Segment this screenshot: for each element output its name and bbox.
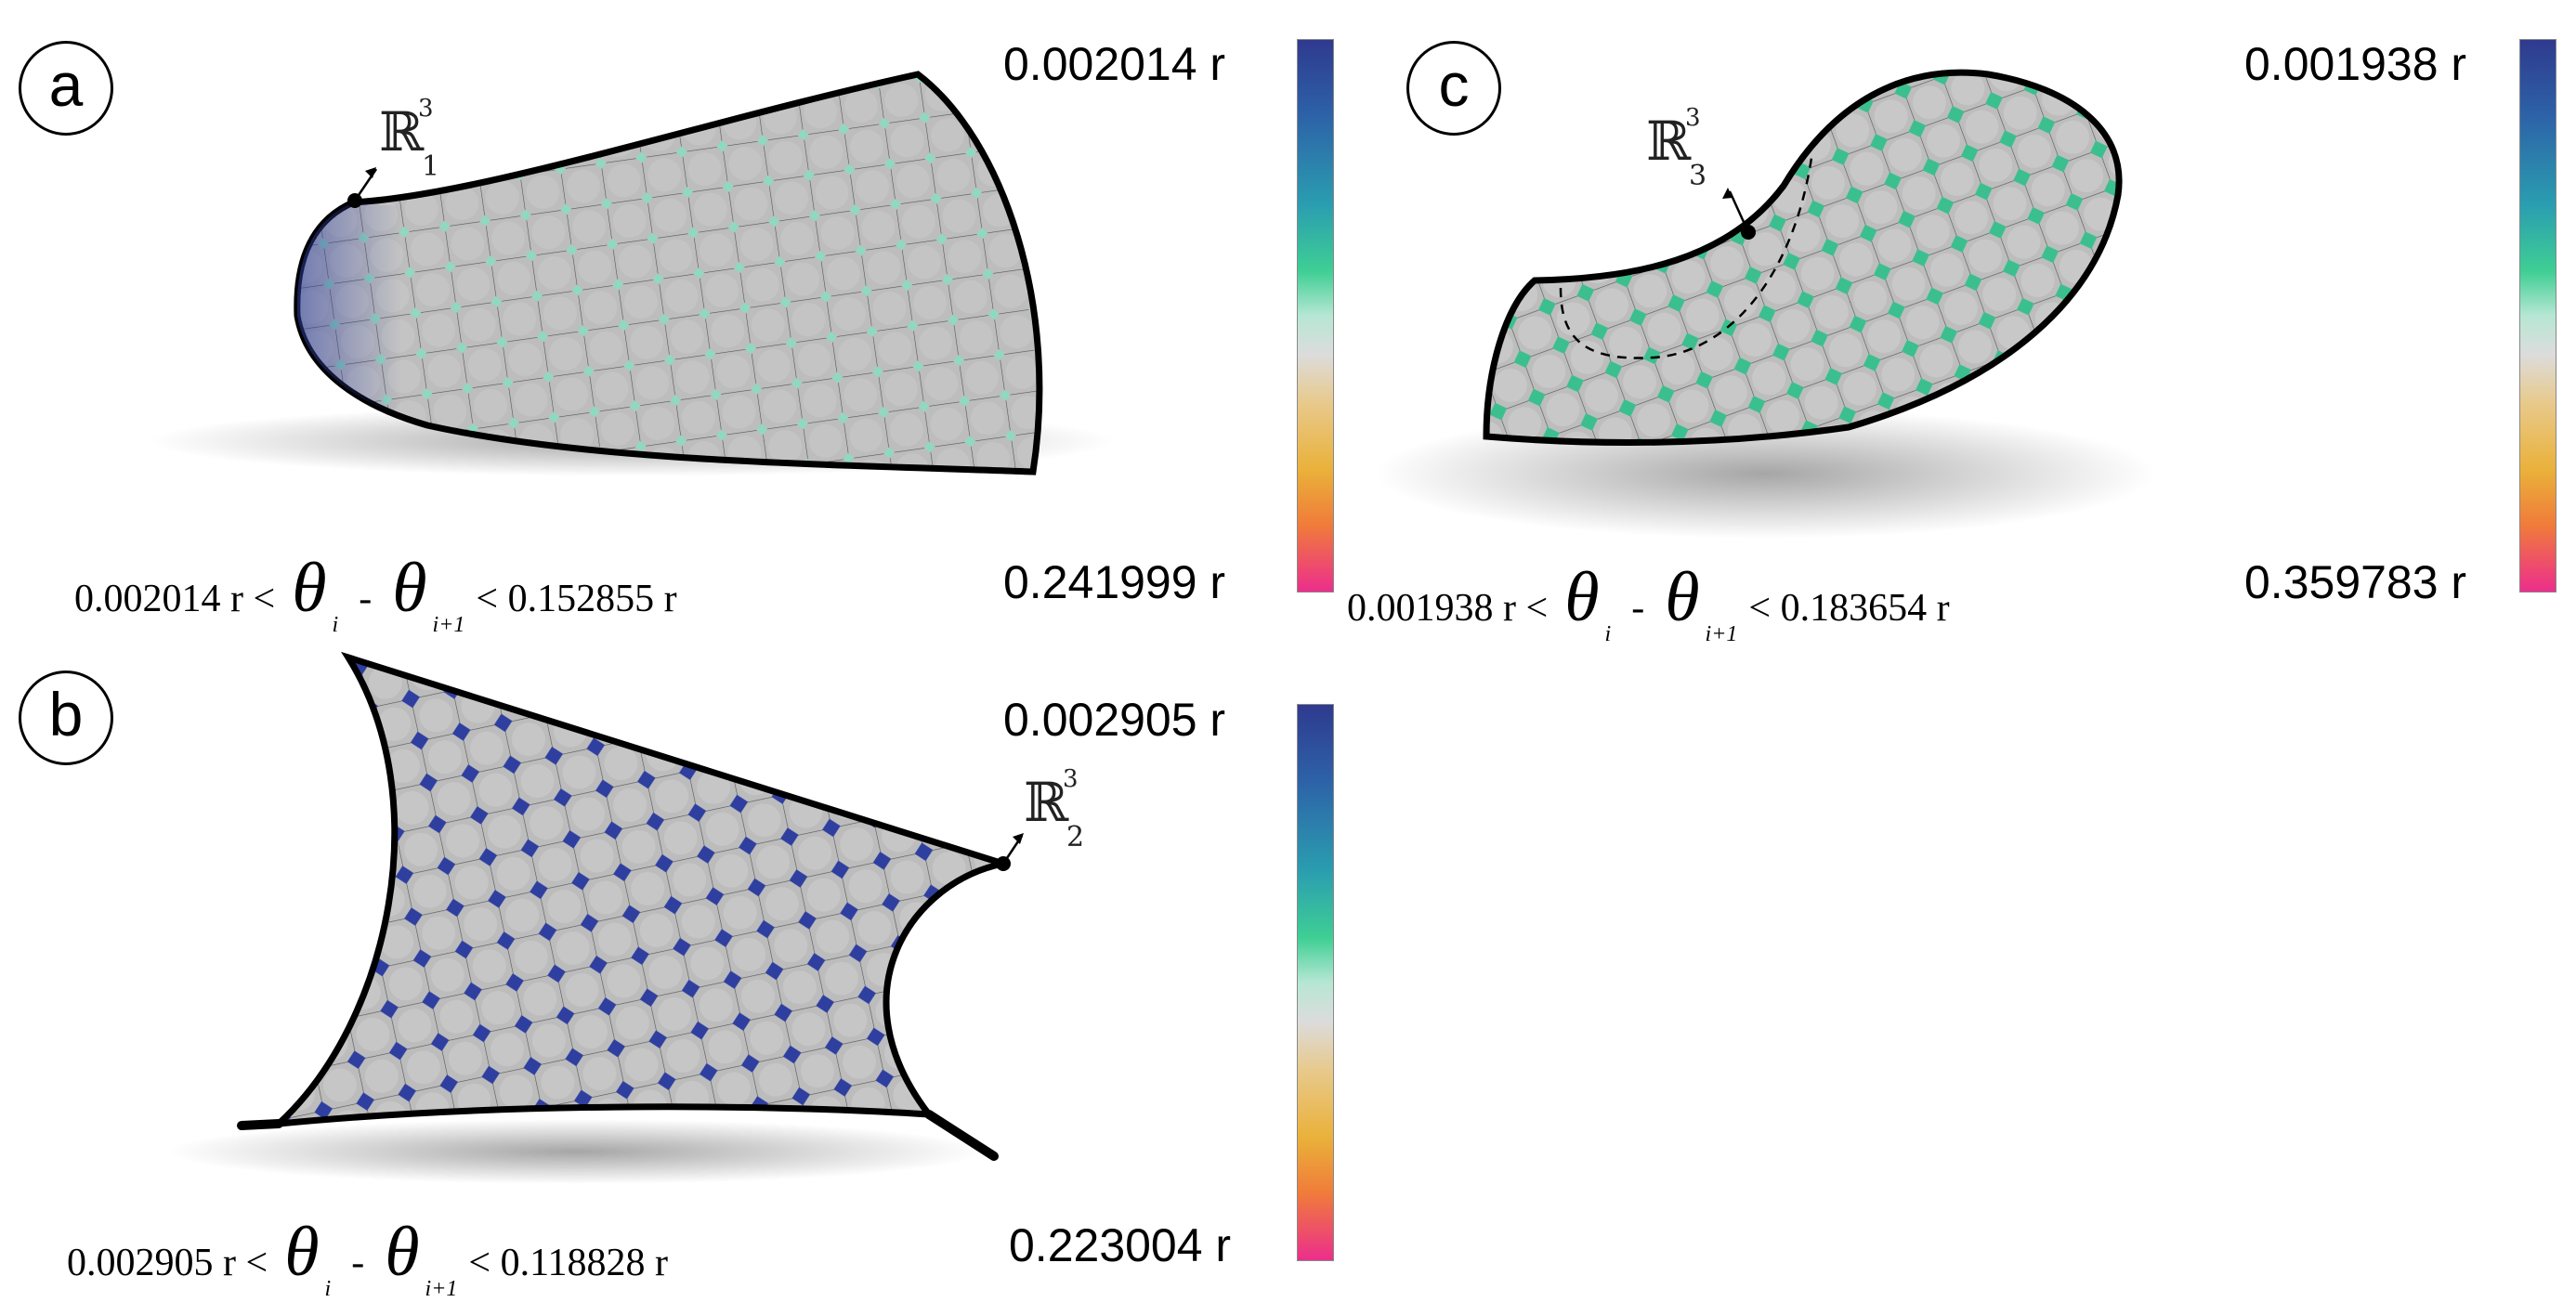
formula-b: 0.002905 r < θ i - θ i+1 < 0.118828 r (67, 1213, 669, 1301)
colorbar-c-top-value: 0.001938 r (2244, 38, 2467, 90)
surface-c (1483, 69, 2123, 447)
colorbar-b (1297, 704, 1334, 1261)
colorbar-c (2519, 39, 2556, 592)
space-label-a: ℝ 3 1 (379, 95, 440, 183)
colorbar-a-bottom-value: 0.241999 r (1003, 556, 1226, 608)
colorbar-a-top-value: 0.002014 r (1003, 38, 1226, 90)
colorbar-b-top-value: 0.002905 r (1003, 694, 1226, 746)
panel-label-a: a (19, 41, 113, 136)
surface-b-shadow (167, 1119, 985, 1184)
space-label-b: ℝ 3 2 (1024, 765, 1085, 853)
colorbar-b-bottom-value: 0.223004 r (1009, 1219, 1232, 1271)
colorbar-c-bottom-value: 0.359783 r (2244, 556, 2467, 608)
formula-c: 0.001938 r < θ i - θ i+1 < 0.183654 r (1347, 558, 1950, 646)
formula-a: 0.002014 r < θ i - θ i+1 < 0.152855 r (74, 549, 677, 637)
surface-b (268, 651, 1005, 1128)
colorbar-a (1297, 39, 1334, 592)
panel-label-c: c (1406, 41, 1501, 136)
panel-label-b: b (19, 671, 113, 765)
space-label-c: ℝ 3 3 (1646, 104, 1707, 192)
